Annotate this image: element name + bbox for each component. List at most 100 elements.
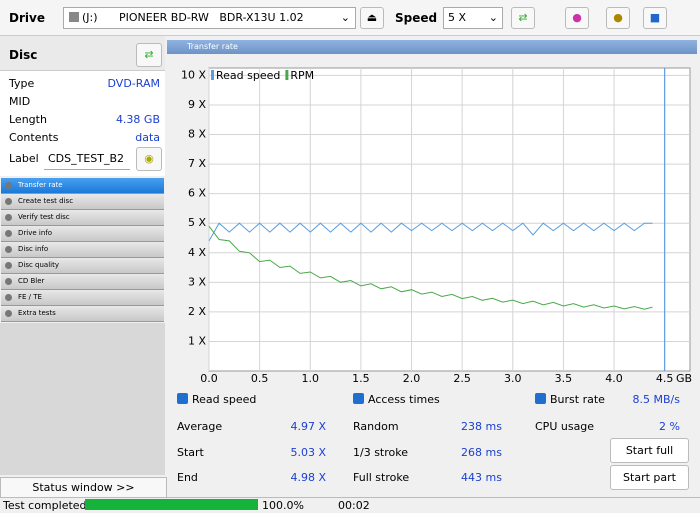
legend-label: Read speed <box>216 69 280 82</box>
read-speed-checkbox[interactable]: Read speed <box>177 393 256 406</box>
nav-item[interactable]: CD Bler <box>1 274 164 290</box>
x-tick-label: 4.5 <box>656 372 674 385</box>
drive-select[interactable]: (J:) PIONEER BD-RW BDR-X13U 1.02 ⌄ <box>63 7 356 29</box>
label-input[interactable]: CDS_TEST_B2 <box>44 147 130 170</box>
stat-value: 5.03 X <box>290 445 326 459</box>
nav-label: Create test disc <box>18 197 74 205</box>
eject-button[interactable]: ⏏ <box>360 7 384 29</box>
drive-label: Drive <box>9 11 45 25</box>
y-tick-label: 9 X <box>188 98 206 111</box>
nav-label: CD Bler <box>18 277 45 285</box>
nav-item[interactable]: Disc info <box>1 242 164 258</box>
plot-area <box>208 67 691 372</box>
drive-name: PIONEER BD-RW BDR-X13U 1.02 <box>119 11 304 24</box>
stat-label: Average <box>177 420 223 433</box>
status-text: Test completed <box>3 499 87 512</box>
nav-item[interactable]: Verify test disc <box>1 210 164 226</box>
series-line <box>208 222 653 242</box>
x-tick-label: 0.0 <box>200 372 218 385</box>
speed-select[interactable]: 5 X ⌄ <box>443 7 503 29</box>
panel-title: Transfer rate <box>167 40 697 54</box>
x-tick-label: 2.5 <box>453 372 471 385</box>
nav-item[interactable]: Extra tests <box>1 306 164 322</box>
y-tick-label: 4 X <box>188 246 206 259</box>
checkbox-label: Access times <box>368 393 440 406</box>
nav-label: Drive info <box>18 229 53 237</box>
disc-refresh[interactable]: ⇄ <box>136 43 162 67</box>
burst-rate-checkbox[interactable]: Burst rate <box>535 393 605 406</box>
nav-label: Transfer rate <box>18 181 63 189</box>
label-label: Label <box>9 152 39 165</box>
y-tick-label: 2 X <box>188 305 206 318</box>
legend-swatch <box>285 70 289 80</box>
nav-item[interactable]: Transfer rate <box>1 178 164 194</box>
x-tick-label: 3.0 <box>504 372 521 385</box>
stat-value: 443 ms <box>461 471 502 484</box>
nav-label: FE / TE <box>18 293 42 301</box>
nav-item[interactable]: Disc quality <box>1 258 164 274</box>
stat-value: 268 ms <box>461 445 502 459</box>
disc-row-label: Contents <box>9 131 59 144</box>
progress-fill <box>85 499 258 510</box>
nav-label: Disc info <box>18 245 49 253</box>
stat-label: Full stroke <box>353 471 410 484</box>
access-times-checkbox[interactable]: Access times <box>353 393 440 406</box>
y-tick-label: 8 X <box>188 128 206 141</box>
x-tick-label: 0.5 <box>251 372 269 385</box>
y-tick-label: 3 X <box>188 275 206 288</box>
disc-row-label: MID <box>9 95 31 108</box>
disc-title: Disc <box>9 48 38 62</box>
x-tick-label: 3.5 <box>555 372 573 385</box>
disc-row-label: Type <box>9 77 35 90</box>
cpu-usage-label: CPU usage <box>535 420 595 433</box>
nav-label: Extra tests <box>18 309 56 317</box>
nav-label: Disc quality <box>18 261 60 269</box>
refresh-button[interactable]: ⇄ <box>511 7 535 29</box>
chart: 1 X 2 X 3 X 4 X 5 X 6 X 7 X 8 X 9 X 10 X 0.0 0.5 1.0… <box>181 67 692 385</box>
progress-label: 100.0% <box>262 499 304 512</box>
status-window-button[interactable]: Status window >> <box>0 477 167 498</box>
disc-row-value: DVD-RAM <box>107 77 160 90</box>
stat-label: Random <box>353 420 399 433</box>
stat-label: End <box>177 471 198 484</box>
speed-value: 5 X <box>448 11 467 24</box>
label-button[interactable]: ◉ <box>136 147 162 171</box>
progress-track <box>85 499 258 510</box>
x-tick-label: 2.0 <box>403 372 421 385</box>
legend-label: RPM <box>290 69 314 82</box>
y-tick-label: 6 X <box>188 187 206 200</box>
drive-letter: (J:) <box>82 11 98 24</box>
x-tick-label: 1.0 <box>302 372 320 385</box>
legend-swatch <box>211 70 214 80</box>
disc-row-value: data <box>135 131 160 144</box>
stat-label: Start <box>177 445 204 459</box>
save-button[interactable]: ■ <box>643 7 667 29</box>
nav-item[interactable]: Drive info <box>1 226 164 242</box>
disc-row-value: 4.38 GB <box>115 113 160 126</box>
burst-rate-value: 8.5 MB/s <box>632 393 680 406</box>
start-full-button[interactable]: Start full <box>610 438 689 463</box>
series-line <box>208 225 653 310</box>
checkbox-label: Read speed <box>192 393 257 406</box>
x-tick-label: 1.5 <box>352 372 370 385</box>
x-tick-label: 4.0 <box>605 372 623 385</box>
copy-button[interactable]: ● <box>606 7 630 29</box>
nav-item[interactable]: Create test disc <box>1 194 164 210</box>
disc-row-label: Length <box>9 113 47 126</box>
stat-value: 4.97 X <box>290 420 326 433</box>
y-tick-label: 5 X <box>188 216 206 229</box>
nav-item[interactable]: FE / TE <box>1 290 164 306</box>
checkbox-label: Burst rate <box>550 393 605 406</box>
erase-button[interactable]: ● <box>565 7 589 29</box>
y-tick-label: 10 X <box>181 68 206 81</box>
y-tick-label: 1 X <box>188 334 206 347</box>
start-part-button[interactable]: Start part <box>610 465 689 490</box>
y-tick-label: 7 X <box>188 157 206 170</box>
stat-label: 1/3 stroke <box>353 445 408 459</box>
speed-label: Speed <box>395 11 438 25</box>
elapsed-time: 00:02 <box>338 499 370 512</box>
nav-label: Verify test disc <box>18 213 70 221</box>
x-unit: GB <box>676 372 692 385</box>
label-value: CDS_TEST_B2 <box>48 152 125 165</box>
